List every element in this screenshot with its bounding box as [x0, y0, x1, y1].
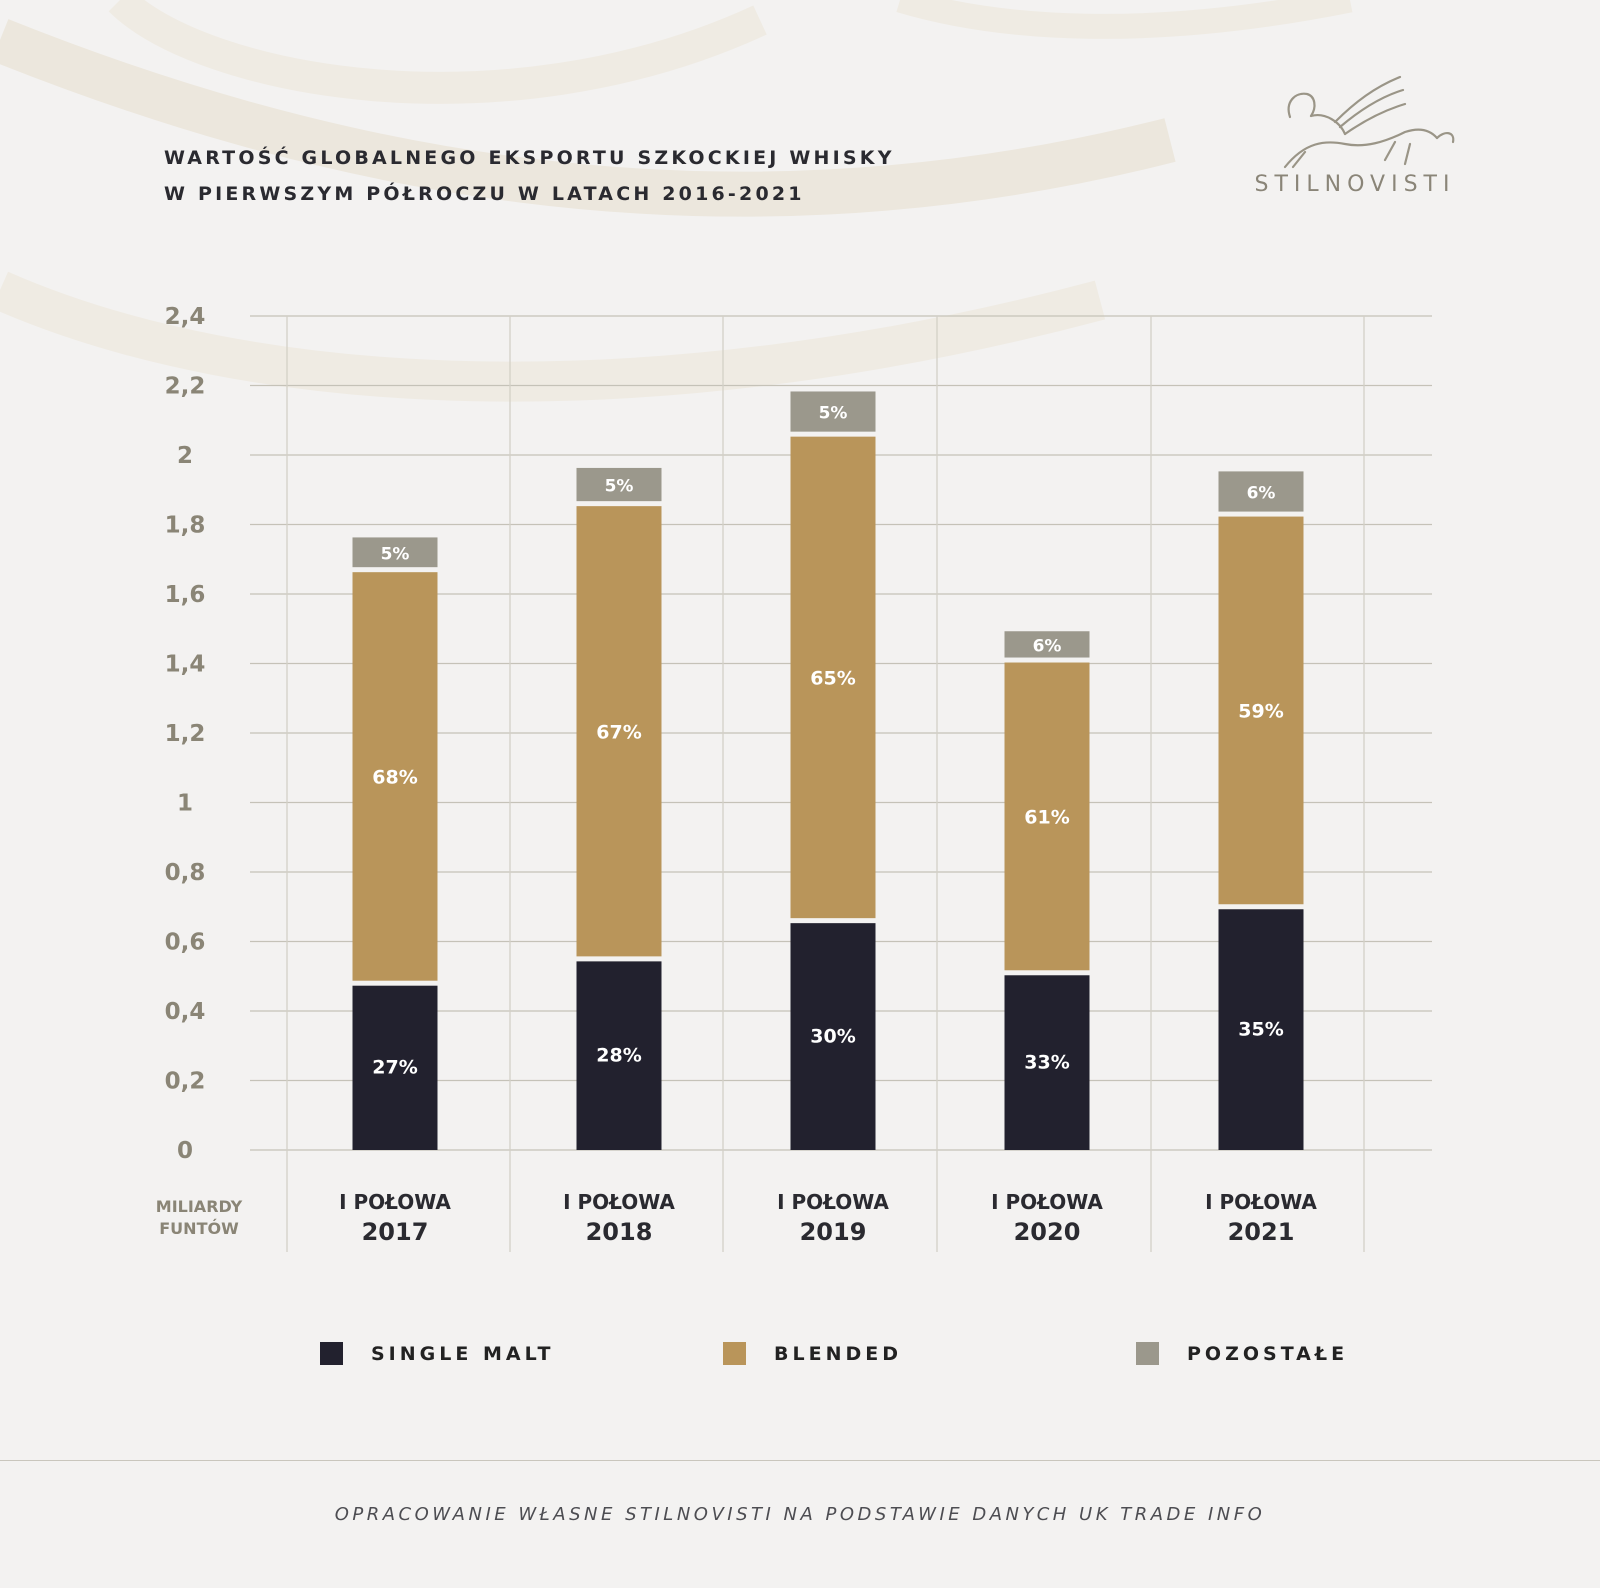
legend-label-other: POZOSTAŁE — [1187, 1342, 1349, 1365]
source-footnote: OPRACOWANIE WŁASNE STILNOVISTI NA PODSTA… — [334, 1504, 1266, 1525]
legend-item-other: POZOSTAŁE — [1136, 1342, 1348, 1365]
bar-single-malt-2019 — [790, 923, 876, 1150]
y-tick-label: 0,4 — [165, 999, 206, 1025]
data-label-single-malt-2021: 35% — [1238, 1018, 1283, 1040]
y-tick-label: 0,8 — [165, 860, 206, 886]
data-label-blended-2017: 68% — [372, 766, 417, 788]
x-tick-label-year: 2018 — [586, 1218, 653, 1246]
bar-other-2017 — [352, 537, 438, 568]
bar-blended-2018 — [576, 506, 662, 957]
legend-swatch-other — [1136, 1342, 1159, 1365]
x-tick-label-line1: I POŁOWA — [563, 1190, 675, 1214]
chart-legend: SINGLE MALT BLENDED POZOSTAŁE — [0, 1342, 1600, 1382]
bar-other-2019 — [790, 391, 876, 432]
bar-single-malt-2018 — [576, 961, 662, 1150]
y-tick-label: 2,4 — [165, 304, 206, 330]
y-tick-label: 0 — [177, 1138, 193, 1164]
x-tick-label-line1: I POŁOWA — [777, 1190, 889, 1214]
bar-other-2021 — [1218, 471, 1304, 512]
y-tick-label: 1,4 — [165, 652, 206, 678]
x-tick-label-year: 2017 — [362, 1218, 429, 1246]
data-label-single-malt-2018: 28% — [596, 1044, 641, 1066]
y-tick-label: 1,8 — [165, 513, 206, 539]
y-axis-label: MILIARDY — [156, 1197, 243, 1216]
y-tick-label: 0,6 — [165, 930, 206, 956]
data-label-other-2019: 5% — [819, 404, 848, 424]
y-tick-label: 1,2 — [165, 721, 206, 747]
bar-blended-2020 — [1004, 662, 1090, 971]
x-tick-label-year: 2021 — [1228, 1218, 1295, 1246]
title-line-2: W PIERWSZYM PÓŁROCZU W LATACH 2016-2021 — [164, 183, 805, 205]
stacked-bar-chart: 0 0,2 0,4 0,6 0,8 1 1,2 1,4 1,6 1,8 2 2,2 2,4 MILIARD… — [156, 304, 1432, 1252]
data-label-other-2017: 5% — [381, 544, 410, 564]
data-label-blended-2021: 59% — [1238, 700, 1283, 722]
data-label-blended-2019: 65% — [810, 667, 855, 689]
title-line-1: WARTOŚĆ GLOBALNEGO EKSPORTU SZKOCKIEJ WH… — [164, 147, 895, 169]
brand-name: STILNOVISTI — [1254, 172, 1456, 197]
bar-other-2020 — [1004, 631, 1090, 658]
bar-single-malt-2017 — [352, 985, 438, 1150]
legend-item-blended: BLENDED — [723, 1342, 902, 1365]
data-label-single-malt-2019: 30% — [810, 1025, 855, 1047]
y-tick-label: 1,6 — [165, 582, 206, 608]
legend-label-single-malt: SINGLE MALT — [371, 1342, 555, 1365]
legend-swatch-single-malt — [320, 1342, 343, 1365]
legend-item-single-malt: SINGLE MALT — [320, 1342, 555, 1365]
y-tick-label: 1 — [177, 791, 193, 817]
y-tick-label: 2 — [177, 443, 193, 469]
bar-blended-2019 — [790, 436, 876, 919]
data-label-other-2020: 6% — [1033, 636, 1062, 656]
bar-blended-2017 — [352, 572, 438, 981]
bar-blended-2021 — [1218, 516, 1304, 905]
x-tick-label-line1: I POŁOWA — [339, 1190, 451, 1214]
x-tick-label-year: 2019 — [800, 1218, 867, 1246]
x-tick-label-line1: I POŁOWA — [991, 1190, 1103, 1214]
y-tick-label: 2,2 — [165, 374, 206, 400]
data-label-blended-2018: 67% — [596, 721, 641, 743]
bar-single-malt-2020 — [1004, 975, 1090, 1150]
griffin-logo-icon — [1283, 75, 1455, 169]
footer-divider — [0, 1460, 1600, 1461]
data-label-blended-2020: 61% — [1024, 806, 1069, 828]
data-label-other-2021: 6% — [1247, 483, 1276, 503]
data-label-single-malt-2017: 27% — [372, 1057, 417, 1079]
data-label-single-malt-2020: 33% — [1024, 1051, 1069, 1073]
bar-other-2018 — [576, 467, 662, 502]
y-axis-label: FUNTÓW — [159, 1219, 239, 1238]
brand-logo: STILNOVISTI — [1245, 72, 1465, 212]
chart-title: WARTOŚĆ GLOBALNEGO EKSPORTU SZKOCKIEJ WH… — [164, 140, 895, 212]
x-tick-label-line1: I POŁOWA — [1205, 1190, 1317, 1214]
bar-single-malt-2021 — [1218, 909, 1304, 1150]
legend-swatch-blended — [723, 1342, 746, 1365]
legend-label-blended: BLENDED — [774, 1342, 902, 1365]
x-tick-label-year: 2020 — [1014, 1218, 1081, 1246]
data-label-other-2018: 5% — [605, 477, 634, 497]
y-tick-label: 0,2 — [165, 1069, 206, 1095]
